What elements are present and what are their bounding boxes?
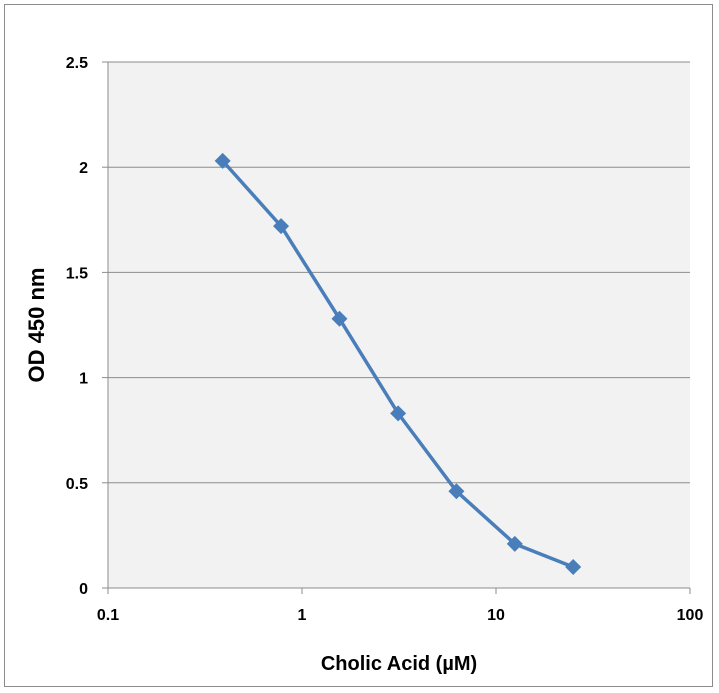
plot-area bbox=[108, 62, 690, 588]
x-tick-labels: 0.1 1 10 100 bbox=[97, 607, 704, 624]
data-point-marker bbox=[448, 483, 465, 500]
y-axis-label: OD 450 nm bbox=[24, 268, 49, 383]
data-point-marker bbox=[331, 310, 348, 327]
y-tick-label: 1 bbox=[79, 371, 88, 388]
x-tick-label: 10 bbox=[487, 607, 505, 624]
data-point-marker bbox=[273, 218, 290, 235]
x-tick-label: 0.1 bbox=[97, 607, 119, 624]
data-point-marker bbox=[506, 535, 523, 552]
y-tick-label: 0.5 bbox=[66, 476, 88, 493]
y-tick-label: 0 bbox=[79, 581, 88, 598]
x-tick-label: 100 bbox=[677, 607, 704, 624]
y-tick-label: 1.5 bbox=[66, 265, 88, 282]
x-tick-label: 1 bbox=[298, 607, 307, 624]
axes bbox=[102, 61, 691, 594]
y-tick-label: 2.5 bbox=[66, 55, 88, 72]
data-point-marker bbox=[390, 405, 407, 422]
data-point-marker bbox=[565, 558, 582, 575]
data-point-marker bbox=[214, 152, 231, 169]
y-tick-labels: 0 0.5 1 1.5 2 2.5 bbox=[66, 55, 88, 598]
y-tick-label: 2 bbox=[79, 160, 88, 177]
series bbox=[214, 152, 582, 575]
x-axis-label: Cholic Acid (µM) bbox=[321, 653, 477, 675]
gridlines bbox=[108, 61, 690, 484]
